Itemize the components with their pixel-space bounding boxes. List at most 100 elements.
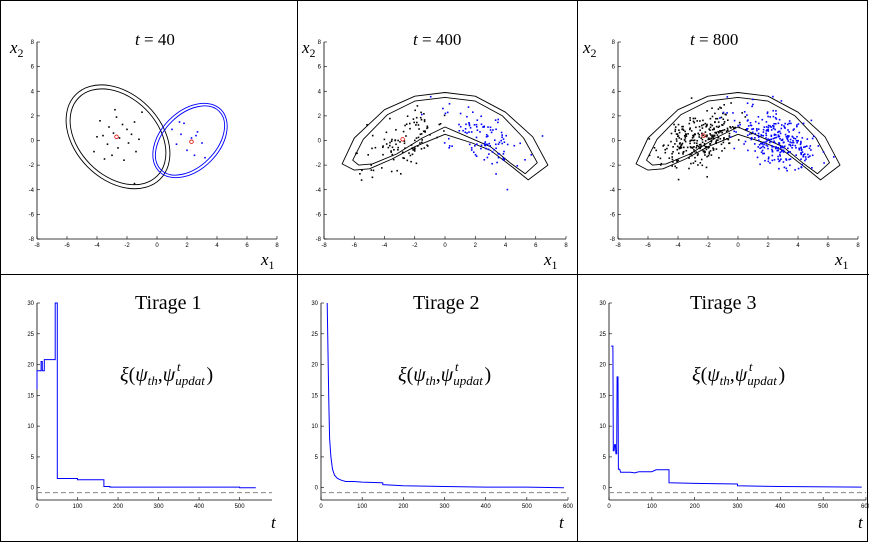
x-tick-label: -4 [94, 243, 100, 249]
data-point [722, 112, 724, 115]
data-point [789, 145, 792, 147]
data-point [355, 152, 357, 155]
scatter-panel-3: -8 -6 -4 -2 0 2 4 6 8 -8 -6 -4 -2 0 2 4 6 8 t = 800 x2 x1 [582, 30, 860, 272]
x-tick-label: 4 [215, 243, 219, 249]
data-point [782, 146, 784, 148]
data-point [497, 143, 500, 145]
data-point [779, 132, 782, 135]
data-point [773, 137, 776, 139]
x-tick-label: 100 [647, 504, 658, 510]
data-point [439, 123, 442, 125]
data-point [797, 140, 799, 142]
data-point [796, 141, 798, 144]
data-point [797, 123, 800, 125]
data-point [701, 138, 704, 141]
data-point [183, 122, 185, 125]
scatter-3-xlabel: x1 [834, 250, 849, 272]
data-point [779, 159, 781, 162]
data-point [693, 142, 696, 144]
data-point [687, 133, 689, 135]
data-point [395, 143, 397, 146]
data-point [397, 146, 399, 149]
y-tick-label: 30 [27, 301, 34, 307]
data-point [765, 126, 768, 128]
data-point [489, 145, 491, 147]
data-point [773, 133, 776, 136]
gaussian-contour [152, 102, 228, 179]
x-tick-label: 400 [481, 504, 492, 510]
data-point [690, 146, 692, 149]
data-point [696, 139, 698, 142]
x-tick-label: 8 [856, 243, 860, 249]
data-point [711, 128, 714, 131]
data-point [773, 140, 775, 143]
data-point [773, 123, 775, 125]
y-tick-label: -4 [29, 188, 35, 194]
data-point [468, 122, 470, 124]
data-point [770, 129, 773, 131]
y-tick-label: 30 [599, 301, 606, 307]
data-point [777, 155, 779, 158]
scatter-1-title: t = 40 [135, 30, 175, 49]
data-point [117, 147, 119, 149]
data-point [666, 147, 668, 150]
data-point [672, 146, 674, 148]
data-point [743, 111, 746, 113]
data-point [464, 131, 467, 134]
data-point [775, 146, 777, 148]
data-point [727, 129, 729, 131]
x-tick-label: 200 [690, 504, 701, 510]
data-point [409, 154, 412, 157]
data-point [705, 125, 708, 127]
data-point [778, 130, 781, 133]
data-point [791, 147, 793, 149]
data-point [501, 142, 503, 145]
data-point [371, 134, 374, 137]
data-point [709, 129, 711, 131]
data-point [469, 127, 472, 129]
data-point [458, 130, 461, 132]
data-point [394, 139, 396, 142]
data-point [106, 143, 109, 145]
data-point [677, 135, 679, 138]
data-point [683, 139, 686, 141]
data-point [677, 178, 680, 181]
x-tick-label: 0 [319, 504, 323, 510]
data-point [674, 143, 676, 145]
data-point [772, 137, 775, 140]
data-point [774, 147, 777, 150]
data-point [448, 103, 451, 105]
data-point [701, 124, 703, 127]
data-point [688, 167, 690, 170]
data-point [413, 148, 416, 151]
data-point [723, 122, 725, 125]
data-point [744, 140, 747, 143]
y-tick-label: 15 [27, 393, 34, 399]
x-tick-label: -6 [352, 243, 358, 249]
data-point [468, 124, 471, 127]
data-point [747, 149, 749, 152]
data-point [766, 145, 769, 147]
data-point [738, 126, 741, 129]
y-tick-label: 5 [315, 455, 319, 461]
data-point [693, 133, 696, 136]
data-point [789, 158, 792, 160]
data-point [389, 117, 391, 120]
y-tick-label: 15 [599, 393, 606, 399]
data-point [697, 164, 699, 166]
data-point [761, 142, 764, 145]
data-point [701, 141, 704, 144]
data-point [752, 128, 755, 130]
data-point [772, 109, 774, 112]
data-point [474, 153, 477, 156]
data-point [204, 156, 206, 159]
data-point [730, 127, 732, 129]
data-point [773, 125, 775, 128]
data-point [406, 159, 409, 162]
data-point [747, 125, 750, 127]
data-point [722, 141, 725, 144]
data-point [466, 115, 468, 118]
data-point [491, 162, 493, 165]
data-point [782, 161, 785, 163]
data-point [722, 129, 724, 132]
